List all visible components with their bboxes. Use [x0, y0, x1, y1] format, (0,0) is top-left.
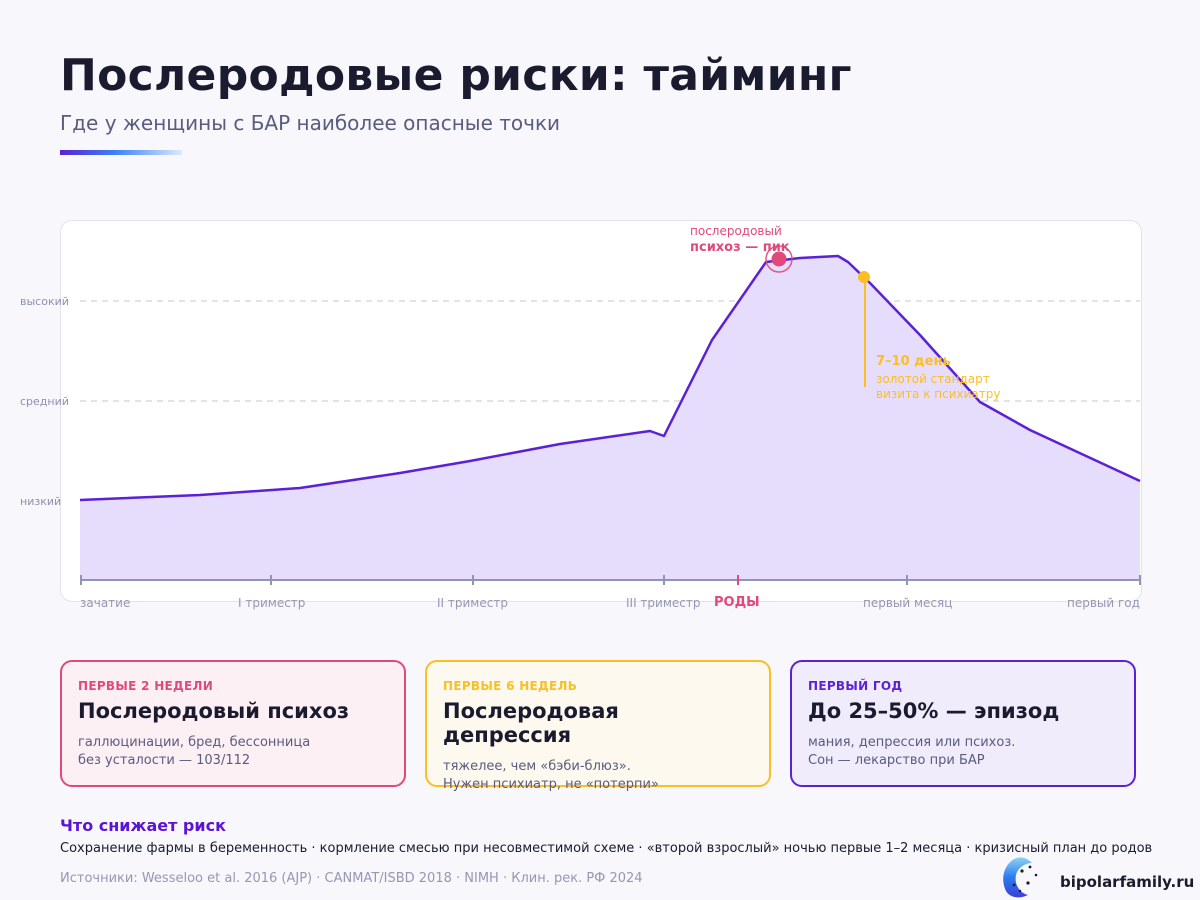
card-heading: Послеродовый психоз — [78, 699, 350, 723]
card-tag: ПЕРВЫЙ ГОД — [808, 679, 903, 693]
risk-area — [80, 256, 1140, 580]
risk-reduction-title: Что снижает риск — [60, 816, 226, 835]
x-label-t3: III триместр — [626, 596, 701, 610]
x-label-t1: I триместр — [238, 596, 306, 610]
risk-chart — [79, 245, 1141, 585]
y-label-low: низкий — [20, 495, 62, 508]
card-desc-line: тяжелее, чем «бэби-блюз». — [443, 759, 631, 774]
y-label-mid: средний — [20, 395, 69, 408]
card-desc-line: галлюцинации, бред, бессонница — [78, 735, 311, 750]
card-first-year: ПЕРВЫЙ ГОД До 25–50% — эпизод мания, деп… — [790, 660, 1136, 787]
card-depression: ПЕРВЫЕ 6 НЕДЕЛЬ Послеродовая депрессия т… — [425, 660, 771, 792]
gold-annotation-line3: визита к психиатру — [876, 387, 1001, 401]
page-subtitle: Где у женщины с БАР наиболее опасные точ… — [60, 111, 561, 135]
x-label-t2: II триместр — [437, 596, 508, 610]
card-heading: Послеродовая депрессия — [443, 699, 619, 747]
gold-annotation-title: 7–10 день — [876, 354, 951, 369]
psychosis-peak-dot[interactable] — [771, 251, 787, 267]
card-description: мания, депрессия или психоз. Сон — лекар… — [808, 734, 1118, 770]
card-desc-line: Нужен психиатр, не «потерпи» — [443, 777, 659, 792]
card-heading: До 25–50% — эпизод — [808, 699, 1060, 723]
card-desc-line: Сон — лекарство при БАР — [808, 753, 985, 768]
card-description: тяжелее, чем «бэби-блюз». Нужен психиатр… — [443, 758, 753, 794]
x-label-birth: РОДЫ — [714, 595, 760, 610]
card-tag: ПЕРВЫЕ 6 НЕДЕЛЬ — [443, 679, 578, 693]
card-description: галлюцинации, бред, бессонница без устал… — [78, 734, 388, 770]
psychosis-peak-ring — [765, 245, 793, 273]
y-label-high: высокий — [20, 295, 69, 308]
card-desc-line: без усталости — 103/112 — [78, 753, 251, 768]
accent-bar — [60, 150, 182, 155]
risk-line — [79, 254, 1141, 502]
sources-line: Источники: Wesseloo et al. 2016 (AJP) · … — [60, 871, 643, 886]
gold-annotation-line2: золотой стандарт — [876, 372, 990, 386]
gold-marker-dot[interactable] — [858, 271, 870, 283]
psychosis-annotation-line1: послеродовый — [690, 224, 782, 238]
page-title: Послеродовые риски: тайминг — [60, 50, 852, 101]
x-label-conception: зачатие — [80, 596, 131, 610]
card-psychosis: ПЕРВЫЕ 2 НЕДЕЛИ Послеродовый психоз галл… — [60, 660, 406, 787]
card-desc-line: мания, депрессия или психоз. — [808, 735, 1016, 750]
x-label-month: первый месяц — [863, 596, 953, 610]
card-tag: ПЕРВЫЕ 2 НЕДЕЛИ — [78, 679, 214, 693]
brand-name[interactable]: bipolarfamily.ru — [1060, 873, 1195, 891]
psychosis-annotation-line2: психоз — пик — [690, 240, 790, 255]
risk-reduction-text: Сохранение фармы в беременность · кормле… — [60, 841, 1153, 856]
brand-logo-icon — [1003, 857, 1038, 898]
x-label-year: первый год — [1067, 596, 1140, 610]
